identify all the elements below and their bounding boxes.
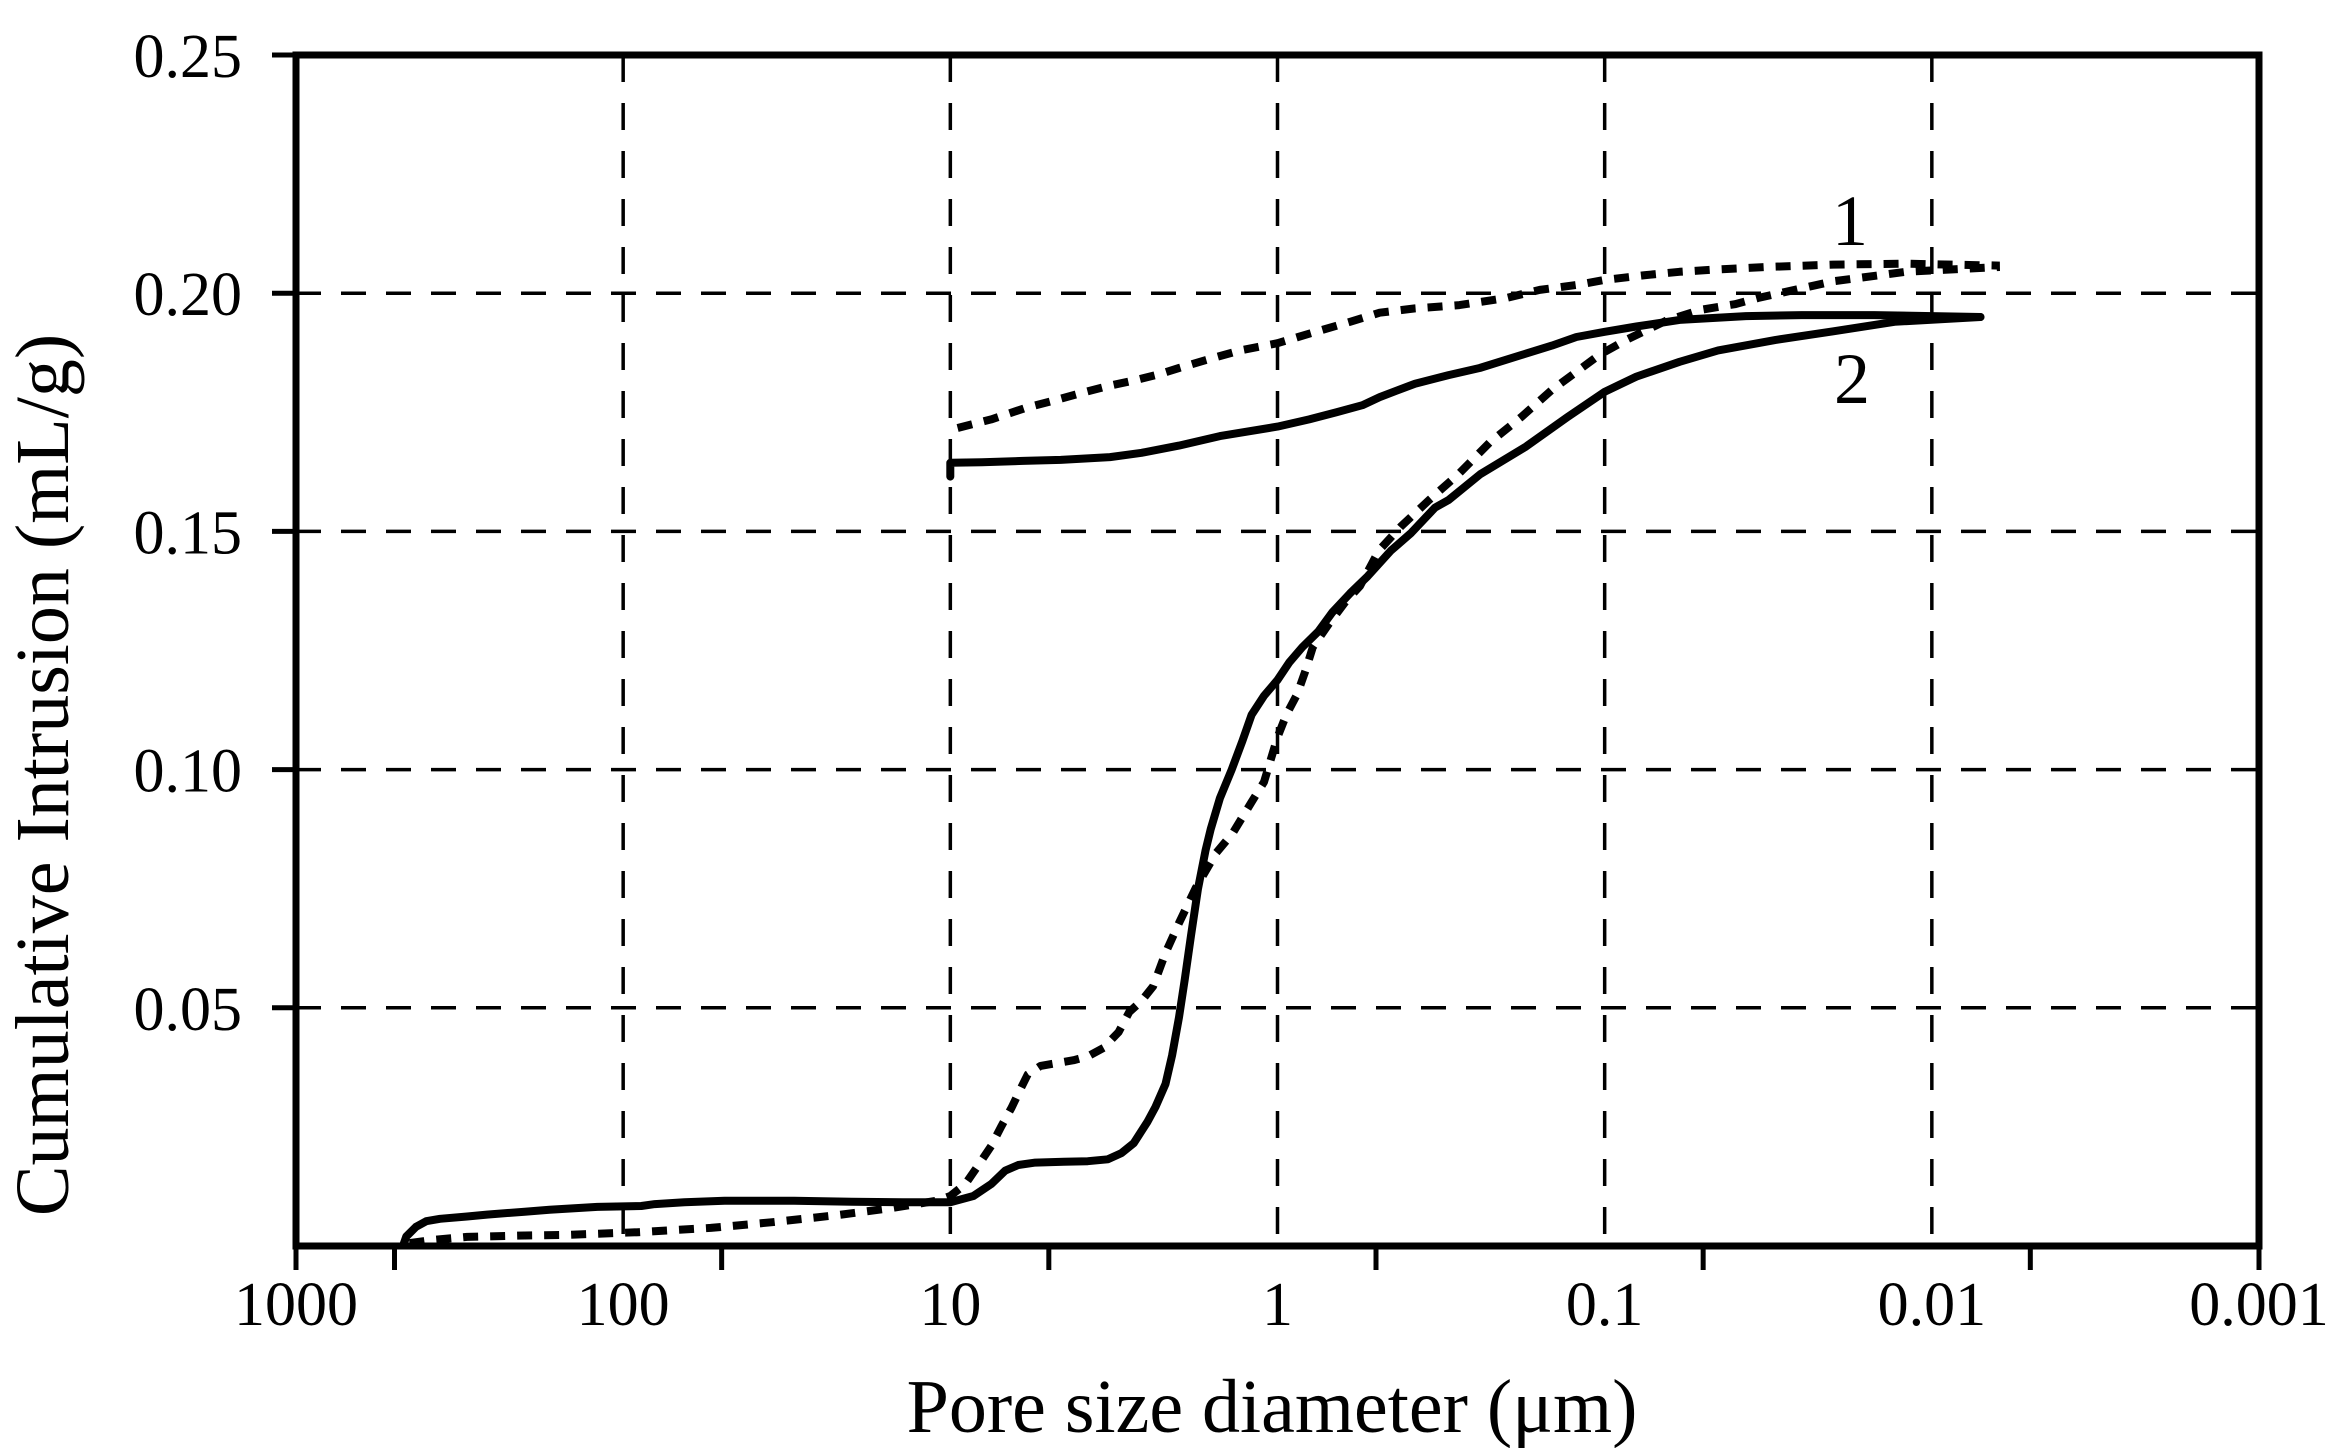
series-2-extrusion-curve	[946, 311, 1985, 481]
curves	[399, 259, 2001, 1249]
axis-ticks	[272, 52, 2262, 1270]
curve-label-1: 1	[1832, 181, 1868, 261]
x-tick-label: 0.001	[2189, 1271, 2329, 1339]
series-1-intrusion-curve	[408, 263, 2001, 1248]
y-tick-label: 0.20	[134, 261, 243, 329]
x-tick-label: 1000	[234, 1271, 358, 1339]
x-tick-label: 1	[1262, 1271, 1293, 1339]
plot-border	[292, 51, 2263, 1250]
x-axis-title: Pore size diameter (μm)	[907, 1365, 1638, 1448]
x-tick-label: 100	[577, 1271, 670, 1339]
y-tick-label: 0.10	[134, 738, 243, 806]
curve-label-2: 2	[1834, 339, 1870, 419]
x-tick-label: 0.01	[1878, 1271, 1987, 1339]
gridlines	[296, 55, 2259, 1246]
y-axis-title: Cumulative Intrusion (mL/g)	[1, 334, 85, 1216]
series-1-extrusion-curve	[956, 259, 2000, 432]
y-tick-label: 0.25	[134, 23, 243, 91]
y-tick-label: 0.05	[134, 976, 243, 1044]
series-2-intrusion-curve	[399, 313, 1985, 1249]
y-tick-label: 0.15	[134, 499, 243, 567]
x-tick-label: 10	[919, 1271, 981, 1339]
tick-labels: 1000 100 10 1 0.1 0.01 0.001 0.25 0.20 0.15 0.10 0.…	[134, 23, 2329, 1339]
x-tick-label: 0.1	[1566, 1271, 1644, 1339]
